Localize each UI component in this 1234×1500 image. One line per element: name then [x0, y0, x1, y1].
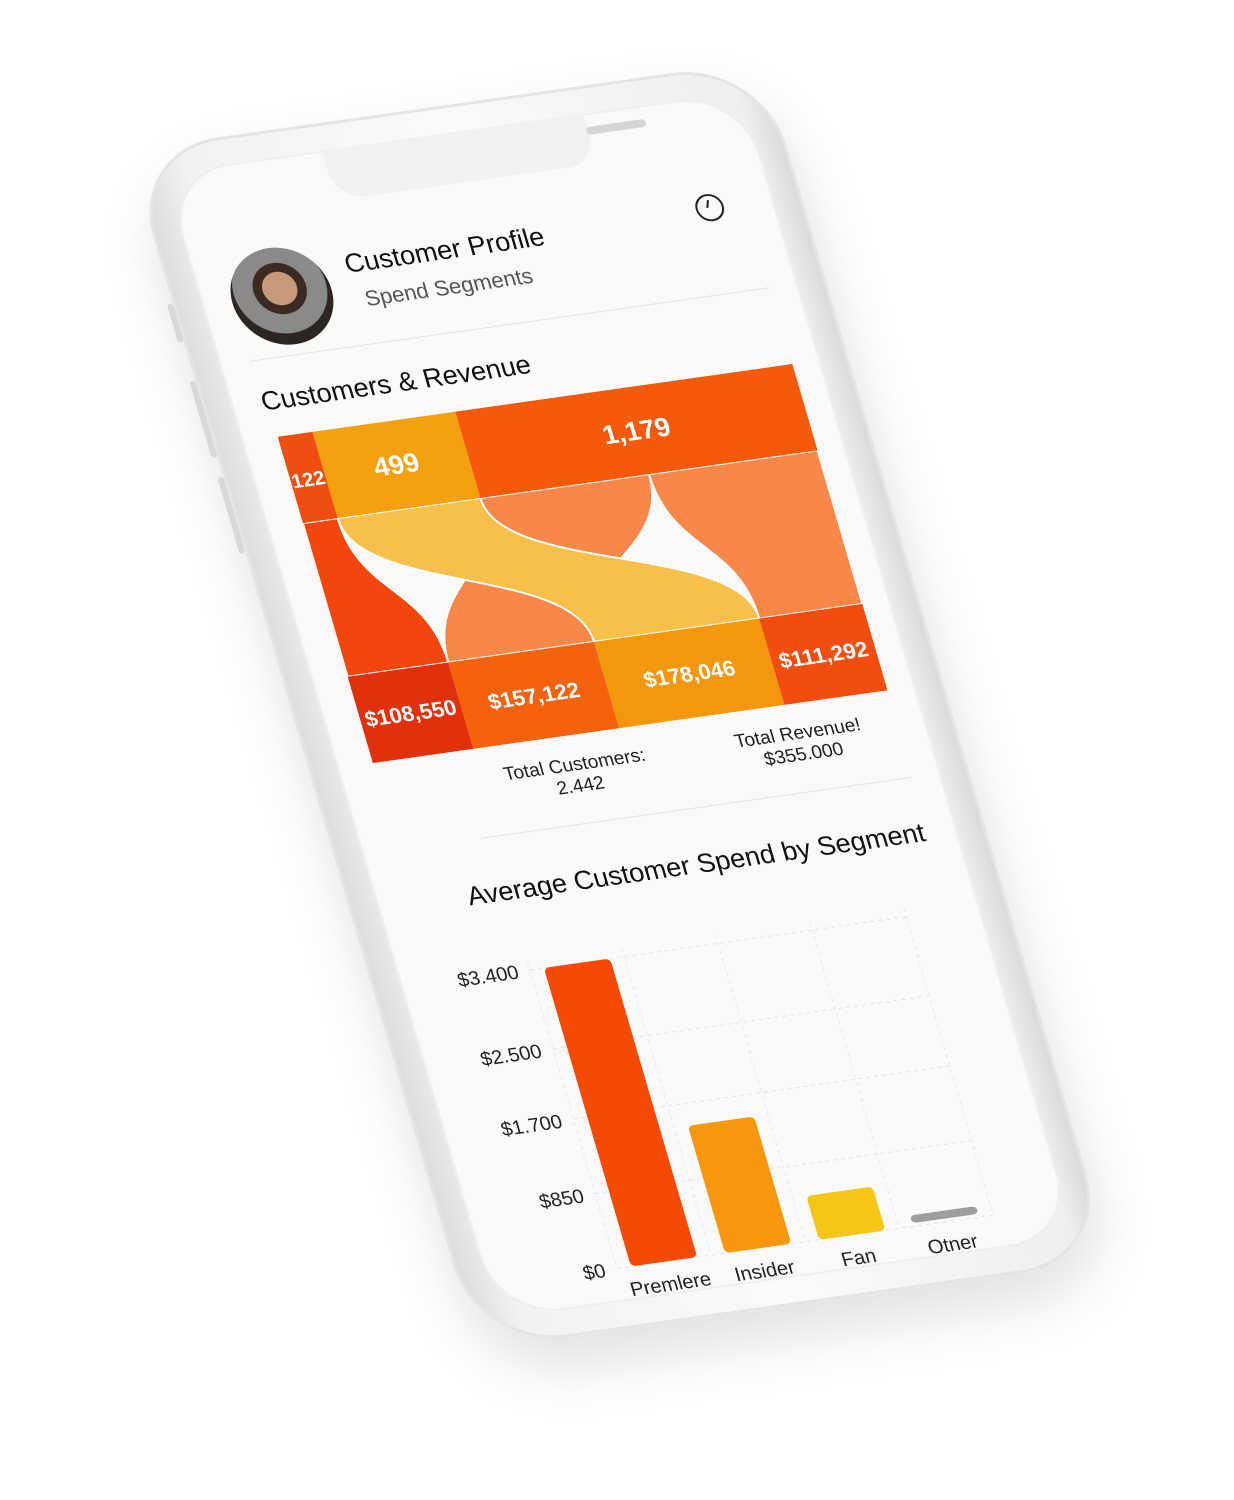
- x-tick-label: Fan: [839, 1245, 879, 1271]
- volume-down-button: [217, 476, 246, 555]
- phone-screen: Customer Profile Spend Segments Customer…: [163, 91, 1077, 1320]
- sankey-top-node: [277, 431, 338, 524]
- sankey-top-label: 499: [370, 447, 423, 482]
- total-revenue: Total Revenue! $355.000: [732, 715, 870, 775]
- profile-header: Customer Profile Spend Segments: [215, 172, 769, 362]
- volume-up-button: [189, 380, 218, 459]
- sankey-bottom-node: [759, 603, 888, 705]
- bar-insider: [689, 1117, 791, 1253]
- gridline-vertical: [526, 961, 618, 1269]
- bar-otner: [910, 1206, 978, 1223]
- y-tick-label: $3.400: [455, 962, 522, 992]
- avatar[interactable]: [218, 241, 346, 352]
- bar-premlere: [545, 959, 697, 1266]
- sankey-top-node: [455, 363, 818, 499]
- y-tick-label: $2.500: [478, 1041, 545, 1071]
- sankey-bottom-node: [594, 618, 785, 729]
- y-tick-label: $0: [580, 1260, 608, 1284]
- phone-frame: Customer Profile Spend Segments Customer…: [128, 60, 1112, 1350]
- mute-switch: [166, 303, 184, 343]
- clock-icon[interactable]: [691, 192, 728, 224]
- total-customers: Total Customers: 2.442: [501, 745, 654, 807]
- notch: [321, 113, 647, 201]
- gridline-vertical: [715, 934, 806, 1242]
- y-tick-label: $850: [537, 1186, 587, 1213]
- bar-chart: $0 $850 $1.700 $2.500 $3.400 Premlere Insider F…: [455, 907, 994, 1301]
- gridline-vertical: [809, 921, 900, 1229]
- sankey-top-node: [312, 411, 481, 519]
- x-tick-label: Otner: [925, 1231, 981, 1259]
- sankey-top-label: 122: [289, 467, 328, 493]
- speaker: [585, 118, 647, 135]
- gridline-vertical: [621, 947, 712, 1256]
- bar-fan: [807, 1187, 885, 1240]
- x-tick-label: Insider: [732, 1257, 798, 1287]
- x-tick-label: Premlere: [628, 1269, 714, 1301]
- sankey-bottom-node: [347, 662, 474, 764]
- gridline-vertical: [903, 907, 994, 1216]
- y-tick-label: $1.700: [498, 1111, 565, 1141]
- sankey-bottom-node: [448, 641, 620, 749]
